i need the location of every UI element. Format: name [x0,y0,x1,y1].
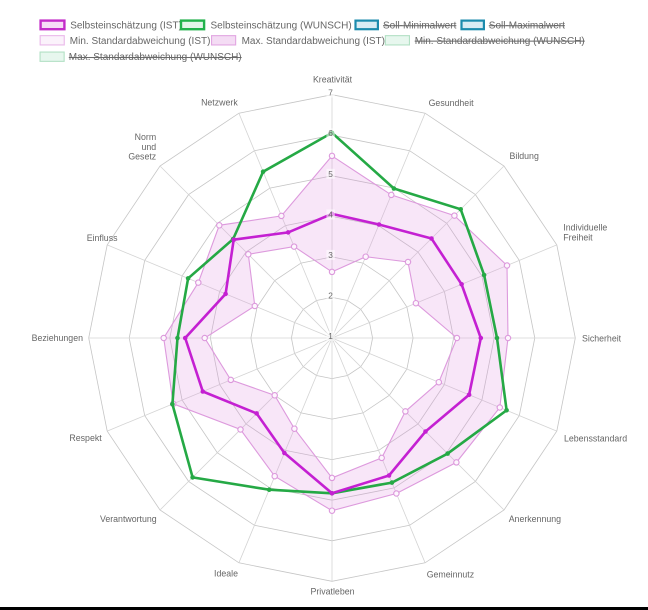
svg-text:Beziehungen: Beziehungen [32,333,83,343]
svg-text:6: 6 [328,128,333,138]
svg-text:Bildung: Bildung [510,151,539,161]
svg-text:Soll-Maximalwert: Soll-Maximalwert [489,20,565,31]
svg-text:4: 4 [328,209,333,219]
svg-text:Max. Standardabweichung (WUNSC: Max. Standardabweichung (WUNSCH) [69,52,242,63]
svg-text:Netzwerk: Netzwerk [201,98,238,108]
svg-text:Selbsteinschätzung (IST): Selbsteinschätzung (IST) [70,20,182,31]
svg-text:1: 1 [328,331,333,341]
svg-text:Gesetz: Gesetz [128,152,156,162]
svg-text:Gesundheit: Gesundheit [429,98,475,108]
svg-text:Gemeinnutz: Gemeinnutz [427,569,474,579]
svg-text:Freiheit: Freiheit [563,233,593,243]
svg-text:Lebensstandard: Lebensstandard [564,434,627,444]
svg-text:Norm: Norm [135,132,157,142]
svg-text:Min. Standardabweichung (IST): Min. Standardabweichung (IST) [70,36,211,47]
svg-text:5: 5 [328,169,333,179]
svg-text:und: und [142,142,157,152]
svg-text:Max. Standardabweichung (IST): Max. Standardabweichung (IST) [242,36,385,47]
svg-text:Selbsteinschätzung (WUNSCH): Selbsteinschätzung (WUNSCH) [211,20,352,31]
svg-text:Ideale: Ideale [214,568,238,578]
svg-text:7: 7 [328,88,333,98]
svg-text:Verantwortung: Verantwortung [100,514,157,524]
svg-text:Anerkennung: Anerkennung [509,514,561,524]
svg-text:Soll-Minimalwert: Soll-Minimalwert [383,20,457,31]
svg-text:Privatleben: Privatleben [310,586,354,596]
svg-text:Einfluss: Einfluss [87,233,118,243]
svg-text:2: 2 [328,290,333,300]
svg-text:Kreativität: Kreativität [313,75,353,85]
svg-text:Individuelle: Individuelle [563,223,607,233]
svg-text:3: 3 [328,250,333,260]
svg-text:Min. Standardabweichung (WUNSC: Min. Standardabweichung (WUNSCH) [415,36,585,47]
svg-text:Sicherheit: Sicherheit [582,333,622,343]
svg-text:Respekt: Respekt [69,433,102,443]
